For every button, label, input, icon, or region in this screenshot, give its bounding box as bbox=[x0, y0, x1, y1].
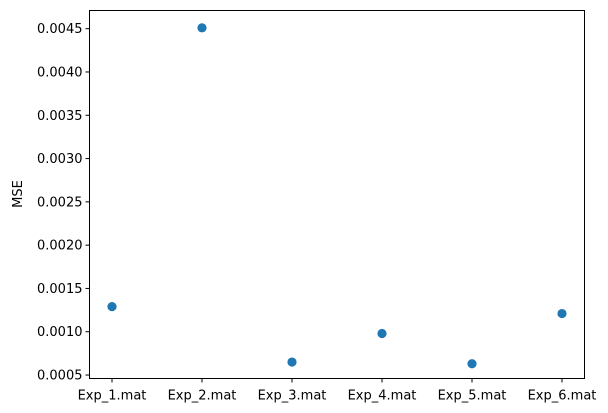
data-point bbox=[107, 302, 117, 312]
y-tick-label: 0.0040 bbox=[37, 65, 83, 80]
x-tick-label: Exp_1.mat bbox=[78, 389, 147, 404]
y-tick-label: 0.0015 bbox=[37, 282, 83, 297]
y-tick-label: 0.0030 bbox=[37, 152, 83, 167]
y-tick-label: 0.0025 bbox=[37, 195, 83, 210]
x-tick-label: Exp_6.mat bbox=[528, 389, 597, 404]
data-point bbox=[197, 23, 207, 33]
y-axis-ticks: 0.0005 0.0010 0.0015 0.0020 0.0025 0.0030 0.00… bbox=[37, 22, 90, 384]
data-point bbox=[377, 328, 387, 339]
x-tick-label: Exp_3.mat bbox=[258, 389, 327, 404]
y-axis-label: MSE bbox=[11, 180, 26, 208]
x-tick-label: Exp_2.mat bbox=[168, 389, 237, 404]
data-points bbox=[107, 23, 567, 369]
data-point bbox=[287, 357, 297, 367]
y-tick-label: 0.0010 bbox=[37, 325, 83, 340]
x-axis-ticks: Exp_1.mat Exp_2.mat Exp_3.mat Exp_4.mat Exp_… bbox=[78, 378, 597, 404]
x-tick-label: Exp_4.mat bbox=[348, 389, 417, 404]
data-point bbox=[557, 308, 567, 319]
y-tick-label: 0.0005 bbox=[37, 369, 83, 384]
y-tick-label: 0.0045 bbox=[37, 22, 83, 37]
plot-frame bbox=[89, 10, 585, 379]
data-point bbox=[467, 359, 477, 369]
y-tick-label: 0.0020 bbox=[37, 239, 83, 254]
y-tick-label: 0.0035 bbox=[37, 109, 83, 124]
x-tick-label: Exp_5.mat bbox=[438, 389, 507, 404]
